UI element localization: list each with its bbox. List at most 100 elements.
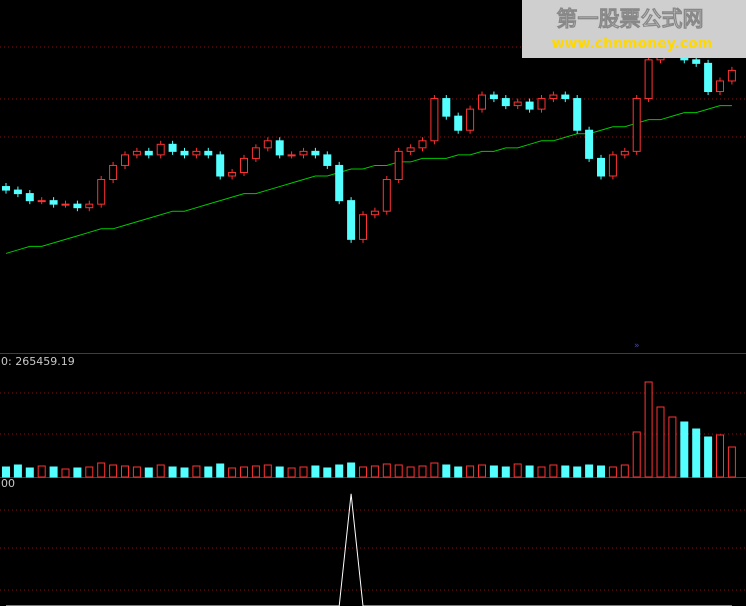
candle-body [513,101,522,107]
volume-bar [478,464,486,478]
candle-body [585,129,594,159]
indicator-line [6,493,732,606]
volume-bar [549,464,558,478]
candle-body [335,164,344,202]
candle-body [359,214,367,240]
candle-body [323,154,332,166]
volume-bar [692,428,701,478]
volume-bar [525,465,534,478]
volume-bar [156,464,165,478]
volume-bar [121,465,129,478]
volume-bar [180,467,189,478]
candle-body [394,150,403,181]
volume-bar [644,381,653,478]
volume-bar [323,467,332,478]
volume-bar [275,466,284,478]
watermark-title: 第一股票公式网 [557,7,704,31]
candle-body [478,94,486,110]
volume-bar [204,466,213,478]
volume-bar [716,434,724,478]
volume-bar [489,465,498,478]
candle-body [608,154,617,177]
candle-body [275,140,284,156]
volume-bar [620,464,629,478]
volume-bar [25,467,34,478]
volume-bar [704,436,713,478]
plot-area [2,35,736,606]
candle-body [25,193,34,202]
candle-body [144,150,153,156]
candle-body [228,171,237,177]
volume-bar [228,467,237,478]
candle-body [382,179,391,212]
volume-bar [513,463,522,478]
candle-body [121,154,129,166]
candle-body [299,150,308,156]
volume-bar [311,465,320,478]
volume-bar [192,465,201,478]
volume-bar [680,421,689,478]
candle-body [204,150,213,156]
candle-body [692,59,701,64]
candle-body [442,98,451,117]
candle-body [454,115,463,131]
moving-average [5,105,732,254]
candle-body [489,94,498,100]
candle-body [370,210,379,216]
candle-body [2,186,10,191]
volume-bar [216,463,225,478]
volume-bar [418,465,427,478]
grid [0,46,746,591]
volume-bar [466,465,475,478]
candle-body [251,147,260,159]
candle-body [263,140,272,149]
candle-body [501,98,510,107]
volume-bar [561,465,570,478]
candle-body [525,101,534,110]
volume-bar [537,466,546,478]
volume-bar [85,466,94,478]
volume-bar [299,466,308,478]
candle-body [644,59,653,100]
candle-body [192,150,201,156]
volume-bar [585,464,594,478]
candle-body [109,164,118,181]
volume-bar [442,464,451,478]
candle-body [240,157,248,173]
volume-bar [608,466,617,478]
candle-body [132,150,141,156]
candle-body [549,94,558,100]
candle-body [704,62,713,93]
candle-body [156,143,165,156]
volume-bar [97,462,106,478]
candle-body [620,150,629,156]
candle-body [727,69,736,82]
candle-body [561,94,570,100]
volume-bar [382,463,391,478]
candle-body [216,154,225,177]
volume-bar [501,466,510,478]
volume-bar [430,462,439,478]
candle-body [49,200,58,205]
candle-body [61,203,70,206]
candle-body [311,150,320,156]
volume-bar [656,406,665,478]
volume-bar [240,466,248,478]
volume-bar [573,466,582,478]
candle-body [716,80,724,93]
watermark-box [522,0,746,58]
volume-bar [347,462,356,478]
volume-bar [73,467,82,478]
volume-bar [394,464,403,478]
volume-bar [359,466,367,478]
candle-body [13,189,22,195]
candle-body [168,143,177,152]
volume-bar [632,431,641,478]
scroll-marker: » [634,341,640,351]
candle-body [418,140,427,149]
candle-body [597,157,605,177]
volume-bar [370,465,379,478]
candle-body [73,203,82,209]
volume-bar [406,466,415,478]
